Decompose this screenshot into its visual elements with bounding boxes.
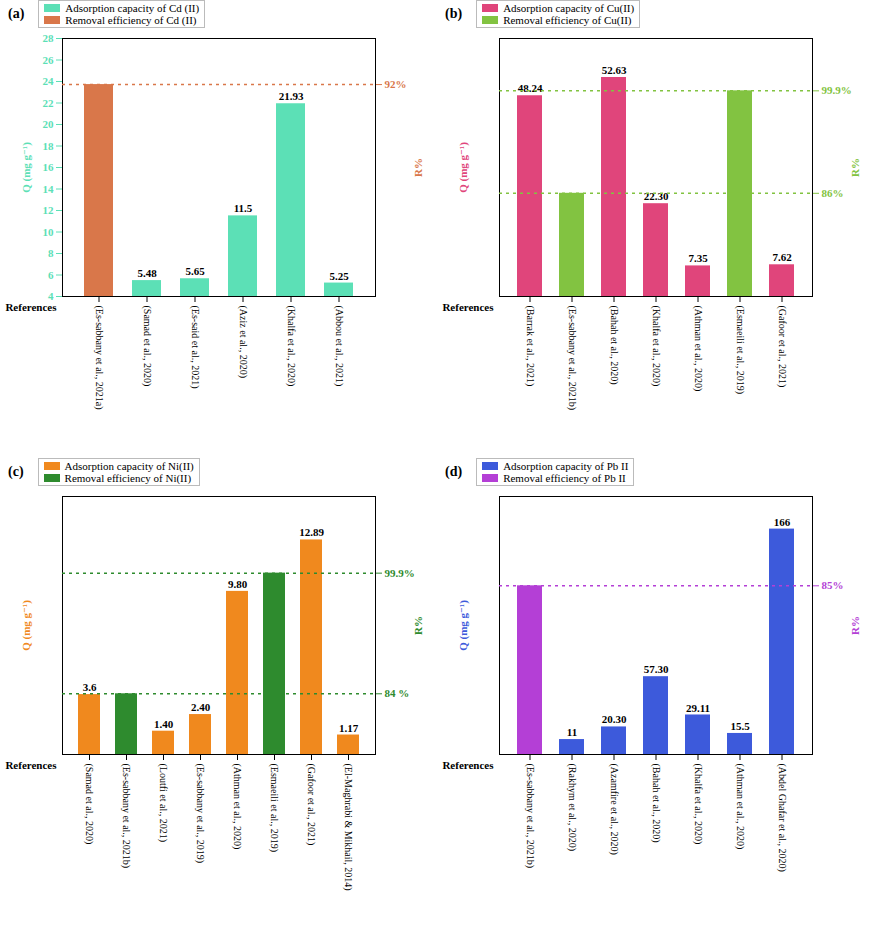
svg-text:15.5: 15.5 <box>730 720 750 732</box>
svg-text:R%: R% <box>849 616 861 635</box>
svg-text:20: 20 <box>43 118 55 130</box>
svg-text:(Es-said et al., 2021): (Es-said et al., 2021) <box>189 306 201 389</box>
svg-text:85%: 85% <box>822 579 844 591</box>
svg-text:Q (mg g⁻¹): Q (mg g⁻¹) <box>20 600 33 651</box>
html-text:Removal efficiency of Cu(II): Removal efficiency of Cu(II) <box>503 14 632 26</box>
svg-text:Q (mg g⁻¹): Q (mg g⁻¹) <box>457 142 470 193</box>
html-text:(d): (d) <box>445 464 463 479</box>
svg-text:(Azamfire et al., 2020): (Azamfire et al., 2020) <box>608 764 620 855</box>
svg-text:29.11: 29.11 <box>686 701 710 713</box>
svg-text:18: 18 <box>43 140 55 152</box>
html-text:(b): (b) <box>445 6 463 21</box>
svg-text:26: 26 <box>43 54 55 66</box>
svg-text:16: 16 <box>43 161 55 173</box>
svg-text:11: 11 <box>567 726 577 738</box>
svg-text:(Samad et al., 2020): (Samad et al., 2020) <box>83 764 95 845</box>
svg-text:Q (mg g⁻¹): Q (mg g⁻¹) <box>457 600 470 651</box>
svg-text:References: References <box>442 301 494 313</box>
svg-text:5.65: 5.65 <box>185 265 205 277</box>
svg-text:5.25: 5.25 <box>329 270 349 282</box>
html-text:Adsorption capacity of Ni(II): Adsorption capacity of Ni(II) <box>64 460 194 472</box>
svg-text:(Gafoor et al., 2021): (Gafoor et al., 2021) <box>305 764 317 846</box>
svg-text:(Aziz et al., 2020): (Aziz et al., 2020) <box>237 306 249 378</box>
html-text:Adsorption capacity of Pb II: Adsorption capacity of Pb II <box>503 460 629 472</box>
svg-text:86%: 86% <box>822 187 844 199</box>
svg-text:1.17: 1.17 <box>339 722 359 734</box>
svg-text:(Es-sabbany et al., 2021b): (Es-sabbany et al., 2021b) <box>524 764 536 869</box>
svg-text:(Barrak et al., 2021): (Barrak et al., 2021) <box>524 306 536 387</box>
svg-text:12: 12 <box>43 204 55 216</box>
html-text:(c): (c) <box>8 464 24 479</box>
svg-text:21.93: 21.93 <box>279 90 304 102</box>
svg-text:52.63: 52.63 <box>602 64 627 76</box>
svg-text:(Loutfi et al., 2021): (Loutfi et al., 2021) <box>157 764 169 843</box>
svg-text:R%: R% <box>412 616 424 635</box>
svg-text:(Es-sabbany et al., 2019): (Es-sabbany et al., 2019) <box>194 764 206 864</box>
svg-text:(Es-sabbany et al., 2021b): (Es-sabbany et al., 2021b) <box>566 306 578 411</box>
svg-text:8: 8 <box>48 247 54 259</box>
svg-text:(Rakhym et al., 2020): (Rakhym et al., 2020) <box>566 764 578 851</box>
svg-text:(Athman et al., 2020): (Athman et al., 2020) <box>231 764 243 850</box>
svg-text:28: 28 <box>43 32 55 44</box>
svg-text:R%: R% <box>849 158 861 177</box>
svg-text:(Abdel Ghafar et al., 2020): (Abdel Ghafar et al., 2020) <box>776 764 788 872</box>
svg-text:(Athman et al., 2020): (Athman et al., 2020) <box>734 764 746 850</box>
svg-text:(Gafoor et al., 2021): (Gafoor et al., 2021) <box>776 306 788 388</box>
svg-text:10: 10 <box>43 226 55 238</box>
html-text:Removal efficiency of Pb II: Removal efficiency of Pb II <box>503 472 626 484</box>
svg-text:99.9%: 99.9% <box>822 84 852 96</box>
svg-text:7.62: 7.62 <box>772 251 792 263</box>
svg-text:20.30: 20.30 <box>602 713 627 725</box>
svg-text:Q (mg g⁻¹): Q (mg g⁻¹) <box>20 142 33 193</box>
html-text:Adsorption capacity of Cu(II): Adsorption capacity of Cu(II) <box>503 2 635 14</box>
svg-text:7.35: 7.35 <box>688 252 708 264</box>
svg-text:(Khalfa et al., 2020): (Khalfa et al., 2020) <box>650 306 662 387</box>
svg-text:2.40: 2.40 <box>191 701 211 713</box>
svg-text:3.6: 3.6 <box>83 681 97 693</box>
svg-text:References: References <box>5 301 57 313</box>
html-text:Removal efficiency of Ni(II): Removal efficiency of Ni(II) <box>64 472 192 484</box>
svg-text:(Abbou et al., 2021): (Abbou et al., 2021) <box>333 306 345 387</box>
svg-text:6: 6 <box>48 269 54 281</box>
svg-text:1.40: 1.40 <box>154 718 174 730</box>
svg-text:(Bahah et al., 2020): (Bahah et al., 2020) <box>608 306 620 385</box>
svg-text:(Esmaeili et al., 2019): (Esmaeili et al., 2019) <box>268 764 280 853</box>
svg-text:(Samad et al., 2020): (Samad et al., 2020) <box>141 306 153 387</box>
svg-text:R%: R% <box>412 158 424 177</box>
svg-text:11.5: 11.5 <box>234 202 253 214</box>
html-text:Adsorption capacity of Cd (II): Adsorption capacity of Cd (II) <box>65 2 200 14</box>
svg-text:57.30: 57.30 <box>644 663 669 675</box>
svg-text:9.80: 9.80 <box>228 578 248 590</box>
svg-text:14: 14 <box>43 183 55 195</box>
svg-text:166: 166 <box>774 516 791 528</box>
html-text:Removal efficiency of Cd (II): Removal efficiency of Cd (II) <box>65 14 197 26</box>
svg-text:References: References <box>5 759 57 771</box>
svg-text:4: 4 <box>48 290 54 302</box>
svg-text:(Es-sabbany et al., 2021b): (Es-sabbany et al., 2021b) <box>120 764 132 869</box>
svg-text:(Bahah et al., 2020): (Bahah et al., 2020) <box>650 764 662 843</box>
svg-text:(Khalfa et al., 2020): (Khalfa et al., 2020) <box>692 764 704 845</box>
svg-text:(Athman et al., 2020): (Athman et al., 2020) <box>692 306 704 392</box>
svg-text:(Esmaeili et al., 2019): (Esmaeili et al., 2019) <box>734 306 746 395</box>
svg-text:22: 22 <box>43 97 55 109</box>
svg-text:48.24: 48.24 <box>518 82 543 94</box>
svg-text:(Es-sabbany et al., 2021a): (Es-sabbany et al., 2021a) <box>93 306 105 410</box>
svg-text:(Khalfa et al., 2020): (Khalfa et al., 2020) <box>285 306 297 387</box>
svg-text:12.89: 12.89 <box>299 526 324 538</box>
svg-text:References: References <box>442 759 494 771</box>
svg-text:84 %: 84 % <box>385 687 410 699</box>
svg-text:22.30: 22.30 <box>644 190 669 202</box>
svg-text:24: 24 <box>43 75 55 87</box>
svg-text:92%: 92% <box>385 78 407 90</box>
html-text:(a): (a) <box>8 6 25 21</box>
svg-text:5.48: 5.48 <box>137 267 157 279</box>
svg-text:99.9%: 99.9% <box>385 567 415 579</box>
svg-text:(El-Maghrabi & Mikhail, 2014): (El-Maghrabi & Mikhail, 2014) <box>342 764 354 891</box>
